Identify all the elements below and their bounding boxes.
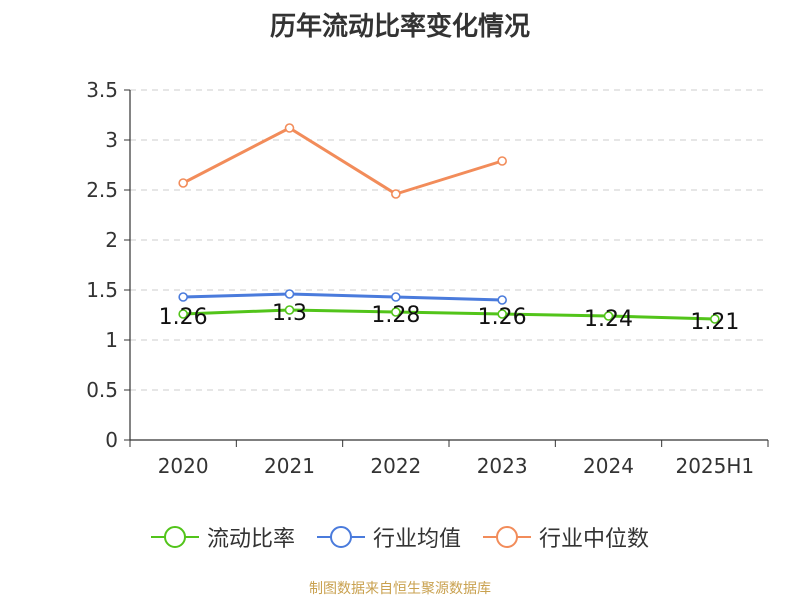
data-point[interactable] xyxy=(497,156,507,166)
series-line-3 xyxy=(182,126,503,196)
legend-swatch xyxy=(483,526,531,548)
data-point[interactable] xyxy=(603,311,614,321)
legend-item[interactable]: 行业中位数 xyxy=(483,521,649,553)
data-point[interactable] xyxy=(710,314,720,324)
data-point[interactable] xyxy=(391,307,401,317)
chart-legend: 流动比率 行业均值 行业中位数 xyxy=(0,520,800,554)
data-point[interactable] xyxy=(178,309,188,319)
legend-item[interactable]: 行业均值 xyxy=(316,521,461,553)
data-label: 1.3 xyxy=(272,301,307,326)
data-label: 1.21 xyxy=(690,310,739,335)
y-tick-label: 2.5 xyxy=(86,178,118,202)
y-tick-label: 0.5 xyxy=(86,378,118,402)
y-tick-label: 0 xyxy=(105,428,118,452)
data-point[interactable] xyxy=(497,295,507,305)
chart-title: 历年流动比率变化情况 xyxy=(269,12,530,42)
data-point[interactable] xyxy=(284,289,295,299)
data-label: 1.24 xyxy=(584,307,633,332)
y-tick-label: 1 xyxy=(105,328,118,352)
legend-item[interactable]: 流动比率 xyxy=(150,521,295,553)
y-tick-label: 1.5 xyxy=(86,278,118,302)
data-point[interactable] xyxy=(391,189,401,199)
data-point[interactable] xyxy=(178,178,188,188)
x-tick-label: 2021 xyxy=(264,454,315,478)
legend-label: 行业均值 xyxy=(372,527,461,552)
x-tick-label: 2022 xyxy=(370,454,421,478)
x-tick-label: 2020 xyxy=(158,454,209,478)
x-tick-label: 2025H1 xyxy=(675,454,754,478)
y-tick-label: 3.5 xyxy=(86,78,118,102)
y-tick-label: 2 xyxy=(105,228,118,252)
series-line-1 xyxy=(183,308,715,321)
data-point[interactable] xyxy=(178,292,188,302)
data-point[interactable] xyxy=(284,123,295,133)
series-line-2 xyxy=(183,292,503,302)
legend-label: 流动比率 xyxy=(206,527,295,552)
source-note: 制图数据来自恒生聚源数据库 xyxy=(309,581,491,597)
data-point[interactable] xyxy=(497,309,507,319)
y-tick-label: 3 xyxy=(105,128,118,152)
legend-swatch xyxy=(316,526,365,548)
data-label: 1.26 xyxy=(478,305,527,330)
data-point[interactable] xyxy=(391,292,401,302)
legend-label: 行业中位数 xyxy=(539,527,650,552)
data-label: 1.26 xyxy=(159,305,208,330)
data-point[interactable] xyxy=(284,305,295,315)
legend-swatch xyxy=(150,526,199,548)
x-tick-label: 2023 xyxy=(477,454,528,478)
data-label: 1.28 xyxy=(371,303,420,328)
x-tick-label: 2024 xyxy=(583,454,634,478)
